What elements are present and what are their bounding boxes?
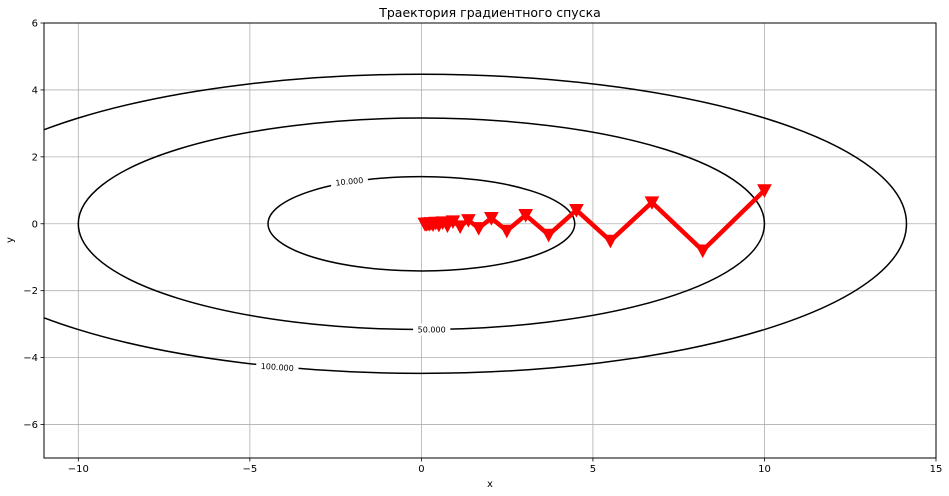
x-axis-label: x bbox=[487, 479, 493, 490]
chart-title: Траектория градиентного спуска bbox=[378, 5, 601, 20]
x-tick-label: 5 bbox=[590, 464, 596, 475]
trajectory-point bbox=[484, 212, 499, 226]
contour-label-background bbox=[413, 323, 451, 336]
y-axis-ticks: −6 −4 −2 0 2 4 6 bbox=[23, 19, 44, 431]
x-tick-label: 15 bbox=[930, 464, 943, 475]
x-tick-label: 0 bbox=[418, 464, 424, 475]
trajectory-point bbox=[757, 184, 772, 198]
trajectory-point bbox=[417, 217, 433, 232]
grid-lines bbox=[44, 22, 937, 458]
contour-line bbox=[44, 73, 908, 375]
contour-lines: 10.000 50.000 100.000 bbox=[44, 73, 908, 375]
contour-label: 50.000 bbox=[418, 326, 446, 335]
x-tick-label: −5 bbox=[242, 464, 257, 475]
trajectory-point bbox=[695, 244, 711, 259]
x-axis-ticks: −10 −5 0 5 10 15 bbox=[68, 458, 943, 475]
y-tick-label: −4 bbox=[23, 353, 38, 364]
contour-label-background bbox=[255, 359, 299, 375]
y-tick-label: 0 bbox=[32, 219, 38, 230]
x-tick-label: 10 bbox=[758, 464, 771, 475]
trajectory-point bbox=[644, 196, 660, 210]
contour-label-background bbox=[330, 173, 369, 190]
trajectory-point bbox=[471, 222, 487, 236]
contour-line bbox=[267, 175, 576, 272]
contour-label: 100.000 bbox=[260, 362, 294, 373]
trajectory-point bbox=[452, 220, 468, 234]
y-tick-label: −2 bbox=[23, 286, 38, 297]
x-tick-label: −10 bbox=[68, 464, 89, 475]
trajectory-point bbox=[569, 204, 584, 218]
contour-label: 10.000 bbox=[335, 176, 364, 188]
y-tick-label: 2 bbox=[32, 152, 38, 163]
plot-frame bbox=[43, 22, 937, 459]
trajectory-point bbox=[603, 234, 618, 249]
y-tick-label: −6 bbox=[23, 420, 38, 431]
y-tick-label: 6 bbox=[32, 19, 38, 30]
trajectory-point bbox=[518, 209, 534, 223]
y-tick-label: 4 bbox=[32, 85, 38, 96]
y-axis-label: y bbox=[5, 237, 16, 243]
descent-trajectory bbox=[417, 184, 772, 259]
trajectory-point bbox=[499, 224, 515, 239]
trajectory-point bbox=[541, 228, 557, 243]
